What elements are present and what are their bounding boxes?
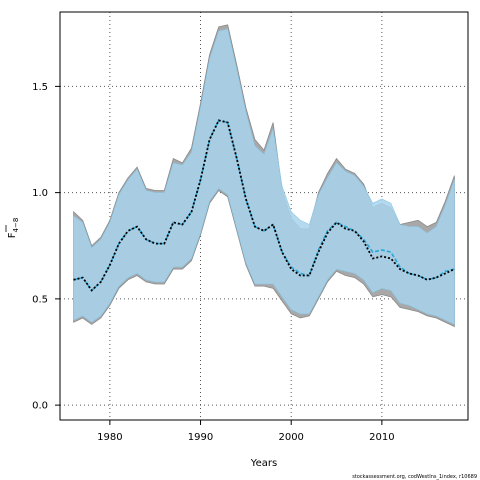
axis-ticks: 1980 1990 2000 2010 0.0 0.5 1.0 1.5 — [32, 82, 394, 443]
y-tick-label-1: 0.5 — [32, 294, 48, 305]
x-tick-label-2000: 2000 — [278, 432, 303, 443]
y-axis-label: F4−8 — [5, 218, 20, 239]
estimate-lines — [73, 119, 455, 292]
svg-text:F4−8: F4−8 — [7, 218, 20, 239]
credit-text: stockassessment.org, codWestIns_1index, … — [352, 474, 477, 480]
x-tick-label-1990: 1990 — [188, 432, 213, 443]
y-tick-label-3: 1.5 — [32, 82, 48, 93]
y-tick-label-0: 0.0 — [32, 401, 48, 412]
x-tick-label-1980: 1980 — [97, 432, 122, 443]
y-tick-label-2: 1.0 — [32, 188, 48, 199]
plot-frame — [59, 11, 469, 421]
confidence-bands — [73, 24, 455, 328]
estimate-line-outer — [73, 119, 455, 292]
y-axis-label-main: F — [7, 232, 18, 238]
y-axis-label-sub: 4−8 — [12, 218, 20, 233]
x-axis-label: Years — [250, 458, 277, 469]
inner-confidence-band — [73, 28, 455, 325]
x-tick-label-2010: 2010 — [369, 432, 394, 443]
